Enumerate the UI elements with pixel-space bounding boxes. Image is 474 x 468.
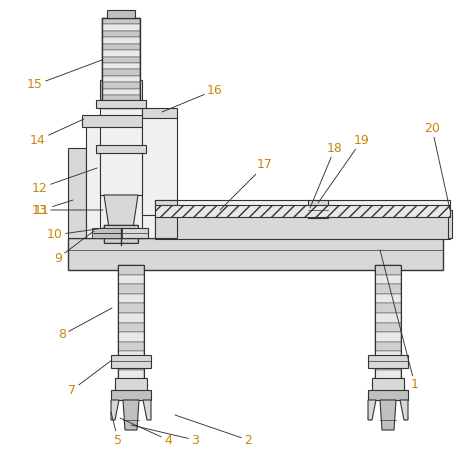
Bar: [118, 265, 144, 380]
Text: 3: 3: [131, 425, 199, 446]
Bar: [155, 200, 450, 206]
Bar: [104, 240, 138, 243]
Bar: [115, 378, 147, 391]
Bar: [102, 24, 140, 31]
Bar: [111, 355, 151, 368]
Bar: [155, 215, 450, 239]
Bar: [375, 284, 401, 294]
Bar: [375, 370, 401, 380]
Text: 20: 20: [424, 122, 450, 210]
Bar: [375, 332, 401, 342]
Bar: [104, 225, 138, 228]
Text: 4: 4: [120, 418, 172, 446]
Polygon shape: [123, 400, 139, 430]
Bar: [104, 228, 138, 232]
Bar: [372, 378, 404, 391]
Polygon shape: [380, 400, 396, 430]
Bar: [100, 80, 142, 238]
Bar: [102, 95, 140, 102]
Bar: [118, 265, 144, 275]
Bar: [102, 69, 140, 76]
Bar: [104, 225, 138, 243]
Bar: [102, 63, 140, 69]
Polygon shape: [143, 400, 151, 420]
Text: 12: 12: [32, 168, 97, 195]
Bar: [118, 313, 144, 322]
Bar: [448, 210, 452, 238]
Bar: [118, 303, 144, 313]
Bar: [102, 102, 140, 108]
Bar: [102, 57, 140, 63]
Bar: [102, 31, 140, 37]
Bar: [96, 145, 146, 153]
Bar: [375, 294, 401, 303]
Bar: [368, 355, 408, 368]
Bar: [375, 303, 401, 313]
Polygon shape: [400, 400, 408, 420]
Bar: [308, 200, 328, 218]
Text: 17: 17: [220, 159, 273, 210]
Bar: [368, 390, 408, 400]
Bar: [107, 10, 135, 18]
Bar: [104, 236, 138, 240]
Text: 15: 15: [27, 60, 102, 92]
Bar: [375, 342, 401, 351]
Bar: [118, 332, 144, 342]
Text: 10: 10: [47, 228, 104, 241]
Text: 14: 14: [30, 119, 84, 146]
Text: 11: 11: [34, 200, 73, 217]
Bar: [118, 342, 144, 351]
Text: 5: 5: [111, 412, 122, 446]
Bar: [100, 150, 142, 195]
Bar: [92, 228, 122, 238]
Bar: [102, 82, 140, 89]
Polygon shape: [368, 400, 376, 420]
Text: 19: 19: [318, 133, 370, 203]
Bar: [68, 238, 443, 270]
Bar: [375, 351, 401, 361]
Bar: [94, 228, 148, 238]
Bar: [375, 275, 401, 284]
Text: 9: 9: [54, 231, 94, 264]
Bar: [375, 265, 401, 380]
Bar: [96, 100, 146, 108]
Text: 2: 2: [175, 415, 252, 446]
Bar: [82, 115, 160, 127]
Bar: [102, 76, 140, 82]
Bar: [86, 120, 156, 238]
Bar: [102, 18, 140, 108]
Bar: [118, 294, 144, 303]
Text: 7: 7: [68, 360, 112, 396]
Text: 8: 8: [58, 308, 112, 342]
Bar: [68, 148, 86, 238]
Bar: [118, 361, 144, 370]
Bar: [118, 370, 144, 380]
Bar: [375, 265, 401, 275]
Text: 18: 18: [310, 141, 343, 208]
Bar: [142, 115, 177, 215]
Polygon shape: [111, 400, 119, 420]
Text: 16: 16: [162, 83, 223, 112]
Bar: [102, 37, 140, 44]
Bar: [155, 200, 177, 238]
Bar: [111, 390, 151, 400]
Text: 1: 1: [380, 250, 419, 392]
Polygon shape: [104, 195, 138, 228]
Bar: [102, 44, 140, 50]
Bar: [155, 205, 450, 217]
Bar: [375, 322, 401, 332]
Bar: [118, 275, 144, 284]
Bar: [104, 232, 138, 236]
Bar: [118, 351, 144, 361]
Bar: [375, 361, 401, 370]
Bar: [102, 89, 140, 95]
Bar: [102, 50, 140, 57]
Bar: [118, 322, 144, 332]
Text: 13: 13: [32, 204, 103, 217]
Bar: [102, 18, 140, 24]
Bar: [118, 284, 144, 294]
Bar: [142, 108, 177, 118]
Bar: [375, 313, 401, 322]
